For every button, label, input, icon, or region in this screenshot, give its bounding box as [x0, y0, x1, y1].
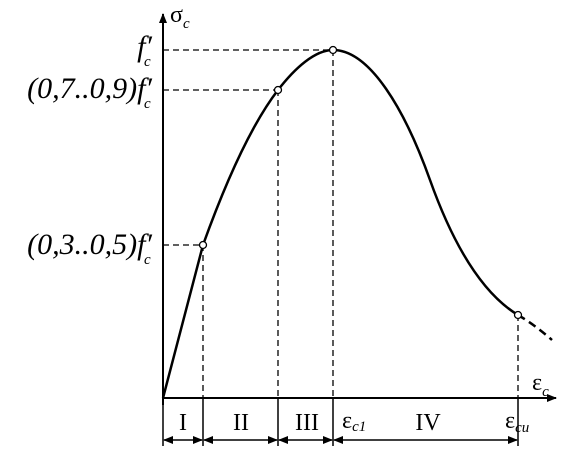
prefix: (0,3..0,5) — [27, 228, 137, 261]
subscript: c — [144, 252, 151, 268]
symbol: f′ — [137, 30, 152, 63]
symbol: ε — [532, 370, 542, 396]
stage-label: I — [179, 410, 187, 436]
subscript: c1 — [352, 419, 366, 435]
guide-lines — [163, 49, 519, 398]
curve-extension — [517, 313, 553, 341]
symbol: f′ — [137, 72, 152, 105]
prefix: (0,7..0,9) — [27, 72, 137, 105]
symbol: ε — [505, 408, 515, 434]
stress-level-label: (0,7..0,9)f′c — [27, 72, 152, 112]
stress-axis-label: σc — [170, 2, 190, 32]
stage-label: II — [233, 410, 249, 436]
stress-strain-curve — [161, 48, 519, 399]
stage-label: IV — [415, 410, 441, 436]
subscript: cu — [515, 420, 529, 436]
symbol: σ — [170, 2, 183, 28]
symbol: f′ — [137, 228, 152, 261]
stage-label: III — [295, 410, 319, 436]
symbol: ε — [342, 408, 352, 434]
subscript: c — [542, 384, 549, 400]
strain-axis-label: εc — [532, 370, 549, 400]
stress-level-label: f′c — [137, 30, 152, 70]
stage-markers — [162, 398, 519, 446]
curve-points — [198, 45, 523, 320]
subscript: c — [144, 96, 151, 112]
stress-level-label: (0,3..0,5)f′c — [27, 228, 152, 268]
strain-point-label: εcu — [505, 408, 529, 436]
subscript: c — [183, 16, 190, 32]
strain-point-label: εc1 — [342, 408, 366, 435]
subscript: c — [144, 54, 151, 70]
